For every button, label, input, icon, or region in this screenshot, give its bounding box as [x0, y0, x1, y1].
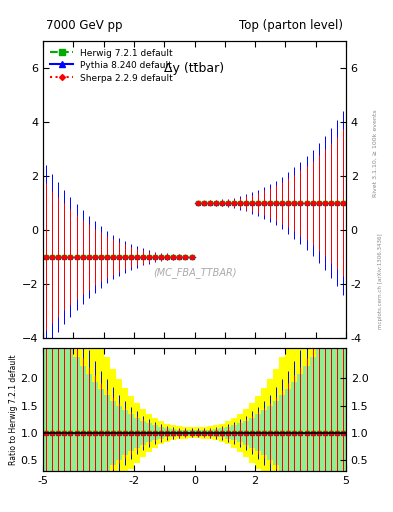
Text: Δy (tt̄bar): Δy (tt̄bar): [165, 62, 224, 75]
Text: mcplots.cern.ch [arXiv:1306.3436]: mcplots.cern.ch [arXiv:1306.3436]: [378, 234, 383, 329]
Text: 7000 GeV pp: 7000 GeV pp: [46, 19, 123, 32]
Text: Rivet 3.1.10, ≥ 100k events: Rivet 3.1.10, ≥ 100k events: [373, 110, 378, 198]
Y-axis label: Ratio to Herwig 7.2.1 default: Ratio to Herwig 7.2.1 default: [9, 354, 18, 465]
Text: Top (parton level): Top (parton level): [239, 19, 343, 32]
Text: (MC_FBA_TTBAR): (MC_FBA_TTBAR): [153, 267, 236, 278]
Legend: Herwig 7.2.1 default, Pythia 8.240 default, Sherpa 2.2.9 default: Herwig 7.2.1 default, Pythia 8.240 defau…: [48, 46, 176, 86]
